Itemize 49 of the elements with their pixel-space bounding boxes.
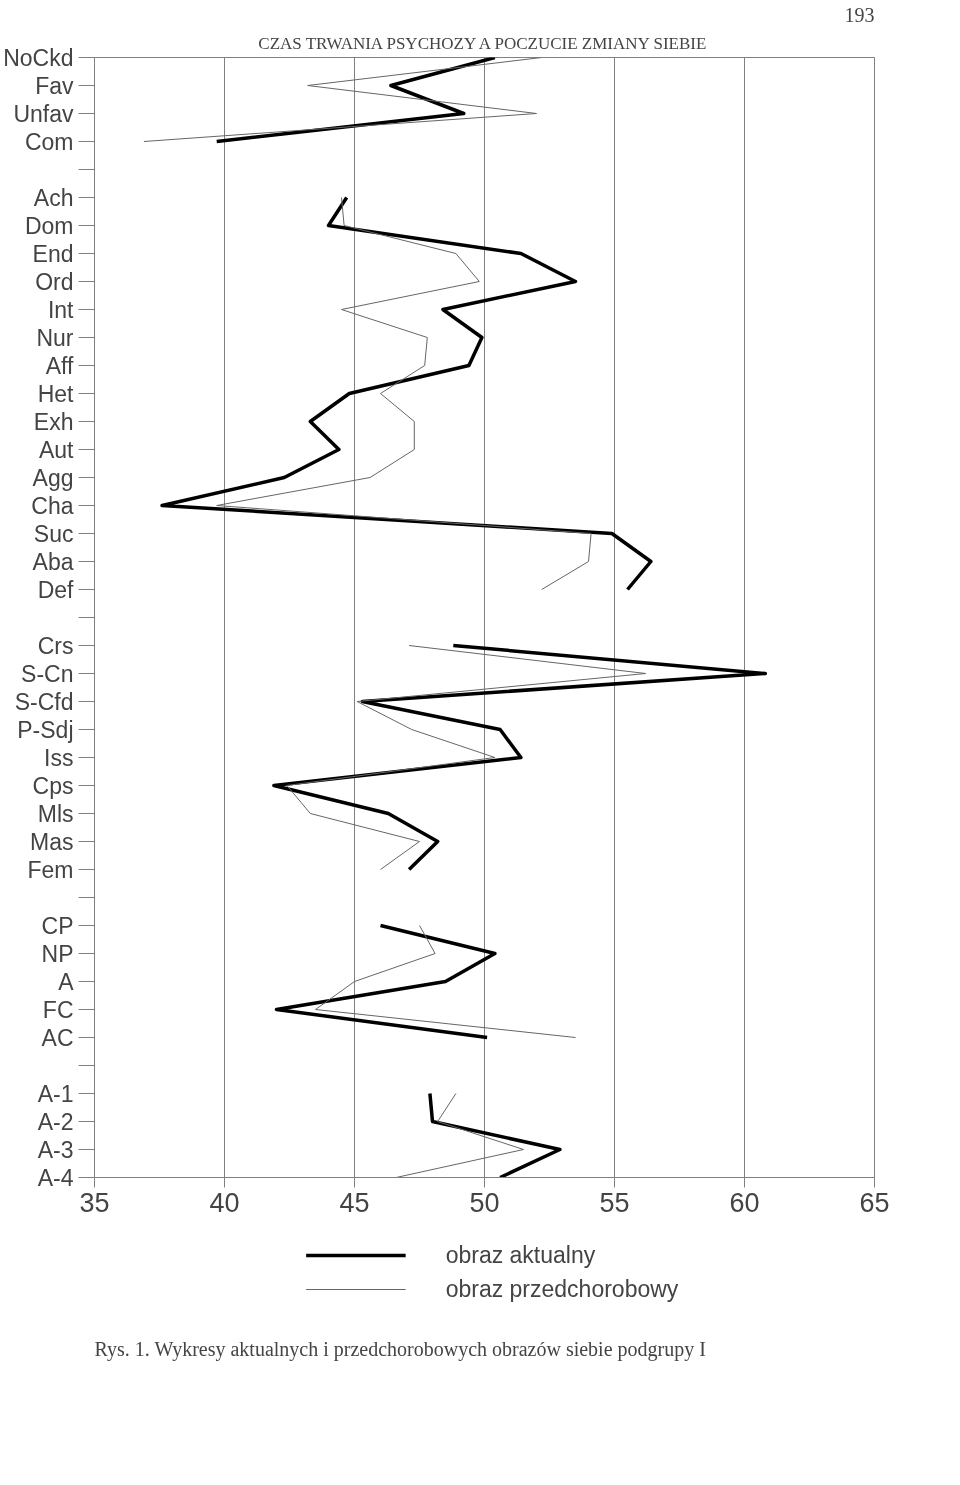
y-tick-label: Dom: [24, 212, 74, 239]
y-tick-label: Ord: [35, 268, 74, 295]
y-tick-label: NoCkd: [3, 44, 74, 71]
x-tick-label: 65: [859, 1187, 890, 1218]
y-tick-label: S-Cfd: [14, 688, 74, 715]
y-tick-label: Unfav: [13, 100, 74, 127]
y-tick-label: Fav: [35, 72, 74, 99]
y-tick-label: Aba: [32, 548, 74, 575]
y-tick-label: CP: [41, 912, 74, 939]
x-tick-label: 50: [469, 1187, 500, 1218]
y-tick-label: Nur: [36, 324, 74, 351]
y-tick-label: Int: [47, 296, 75, 323]
text: CZAS TRWANIA PSYCHOZY A POCZUCIE ZMIANY SIEBIE: [258, 33, 707, 53]
y-tick-label: Iss: [44, 744, 74, 771]
y-tick-label: End: [32, 240, 74, 267]
y-tick-label: NP: [41, 940, 74, 967]
y-tick-label: Ach: [33, 184, 74, 211]
y-tick-label: Suc: [33, 520, 74, 547]
y-tick-label: Com: [24, 128, 74, 155]
y-tick-label: AC: [41, 1024, 74, 1051]
x-tick-label: 55: [599, 1187, 630, 1218]
x-tick-label: 60: [729, 1187, 760, 1218]
y-tick-label: Aff: [45, 352, 75, 379]
y-tick-label: A-2: [37, 1108, 74, 1135]
y-tick-label: Def: [37, 576, 75, 603]
y-tick-label: Aut: [38, 436, 75, 463]
y-tick-label: A-4: [37, 1164, 74, 1191]
y-tick-label: P-Sdj: [17, 716, 74, 743]
legend-label: obraz przedchorobowy: [445, 1275, 679, 1303]
x-tick-label: 35: [79, 1187, 110, 1218]
y-tick-label: A-3: [37, 1136, 74, 1163]
y-tick-label: Agg: [32, 464, 74, 491]
y-tick-label: Mls: [37, 800, 74, 827]
y-tick-label: Fem: [27, 856, 74, 883]
text: 193: [844, 3, 875, 26]
y-tick-label: Mas: [30, 828, 74, 855]
x-tick-label: 45: [339, 1187, 370, 1218]
y-tick-label: FC: [42, 996, 74, 1023]
y-tick-label: Crs: [37, 632, 74, 659]
y-tick-label: S-Cn: [21, 660, 74, 687]
y-tick-label: Exh: [33, 408, 74, 435]
legend-label: obraz aktualny: [445, 1241, 596, 1269]
x-tick-label: 40: [209, 1187, 240, 1218]
text: Rys. 1. Wykresy aktualnych i przedchorobowych obrazów siebie podgrupy I: [94, 1337, 706, 1361]
y-tick-label: A-1: [37, 1080, 74, 1107]
y-tick-label: A: [58, 968, 75, 995]
y-tick-label: Cps: [32, 772, 74, 799]
y-tick-label: Cha: [31, 492, 74, 519]
y-tick-label: Het: [37, 380, 75, 407]
